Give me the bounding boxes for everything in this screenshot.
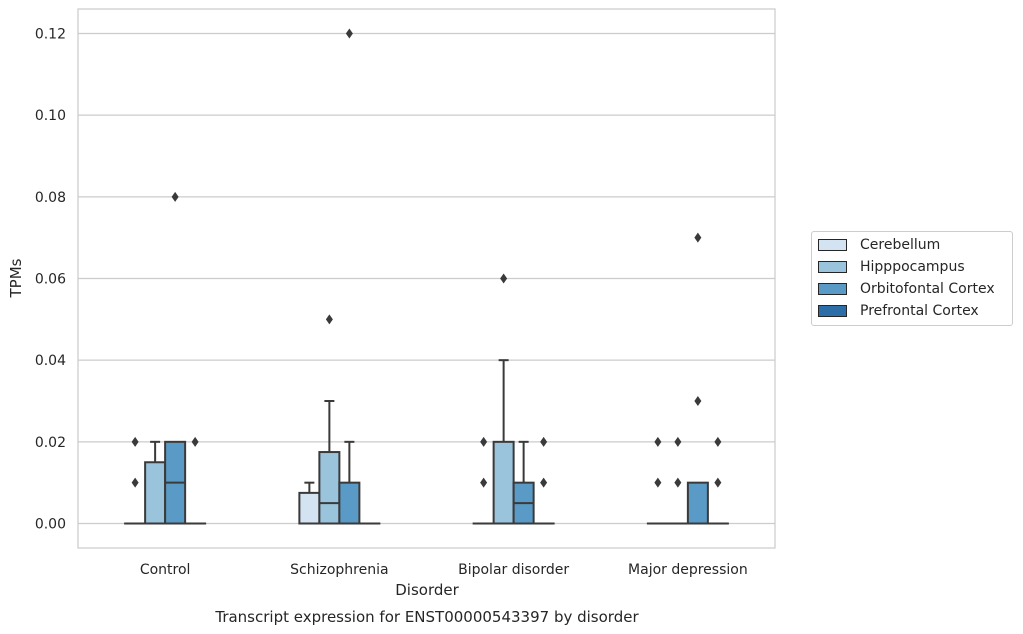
box-body (144, 461, 167, 525)
flier-point (694, 232, 702, 243)
legend-swatch (818, 283, 847, 295)
box-2-0 (164, 191, 187, 525)
legend-label: Hipppocampus (860, 259, 965, 275)
plot-frame (77, 8, 776, 549)
legend-swatch (818, 305, 847, 317)
box-1-0 (144, 440, 167, 525)
box-body (318, 451, 341, 525)
y-tick-label: 0.08 (35, 190, 66, 206)
flier-point (500, 273, 508, 284)
flier-point (654, 436, 662, 447)
flier-point (171, 191, 179, 202)
box-body (492, 440, 515, 525)
x-tick-label: Major depression (628, 562, 748, 578)
flier-point (674, 477, 682, 488)
box-body (298, 491, 321, 525)
plot-area (124, 28, 729, 525)
x-axis-ticks: Control Schizophrenia Bipolar disorder Majo… (140, 562, 748, 578)
y-tick-label: 0.06 (35, 272, 66, 288)
flier-point (654, 477, 662, 488)
box-2-1 (338, 28, 361, 525)
flier-point (674, 436, 682, 447)
y-axis-label: TPMs (7, 258, 25, 298)
y-tick-label: 0.00 (35, 517, 66, 533)
legend: Cerebellum Hipppocampus Orbitofontal Cor… (811, 231, 1013, 326)
x-tick-label: Schizophrenia (290, 562, 388, 578)
flier-point (540, 477, 548, 488)
box-0-1 (298, 481, 321, 525)
flier-point (325, 314, 333, 325)
legend-label: Orbitofontal Cortex (860, 281, 995, 297)
box-2-2 (512, 440, 535, 525)
legend-item-orbitofrontal-cortex: Orbitofontal Cortex (818, 279, 995, 299)
flier-point (345, 28, 353, 39)
box-0-0 (124, 436, 147, 525)
box-1-3 (666, 436, 689, 525)
y-tick-label: 0.02 (35, 435, 66, 451)
x-tick-label: Bipolar disorder (458, 562, 569, 578)
y-axis-ticks: 0.00 0.02 0.04 0.06 0.08 0.10 0.12 (35, 27, 66, 533)
flier-point (131, 436, 139, 447)
legend-item-hippocampus: Hipppocampus (818, 257, 965, 277)
flier-point (191, 436, 199, 447)
flier-point (131, 477, 139, 488)
y-tick-label: 0.10 (35, 108, 66, 124)
flier-point (480, 477, 488, 488)
legend-item-cerebellum: Cerebellum (818, 235, 940, 255)
box-0-2 (472, 436, 495, 525)
legend-label: Cerebellum (860, 237, 941, 253)
box-body (686, 481, 709, 525)
flier-point (480, 436, 488, 447)
legend-swatch (818, 261, 847, 273)
box-3-2 (532, 436, 555, 525)
flier-point (714, 477, 722, 488)
box-3-3 (706, 436, 729, 525)
box-3-0 (184, 436, 207, 525)
legend-swatch (818, 239, 847, 251)
box-0-3 (646, 436, 669, 525)
box-1-2 (492, 273, 515, 525)
y-tick-label: 0.12 (35, 27, 66, 43)
box-1-1 (318, 314, 341, 525)
flier-point (694, 396, 702, 406)
y-tick-label: 0.04 (35, 353, 66, 369)
x-tick-label: Control (140, 562, 191, 578)
box-body (338, 481, 361, 525)
flier-point (714, 436, 722, 447)
chart-caption: Transcript expression for ENST0000054339… (214, 608, 639, 626)
box-2-3 (686, 232, 709, 525)
legend-label: Prefrontal Cortex (860, 303, 979, 319)
flier-point (540, 436, 548, 447)
x-axis-label: Disorder (395, 581, 459, 599)
legend-item-prefrontal-cortex: Prefrontal Cortex (818, 301, 979, 321)
